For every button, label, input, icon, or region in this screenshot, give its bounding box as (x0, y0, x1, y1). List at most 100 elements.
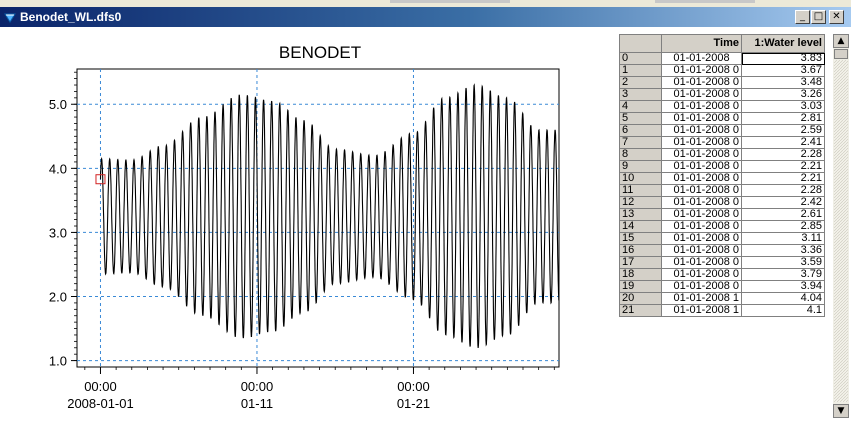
time-cell[interactable]: 01-01-2008 0 (661, 184, 742, 197)
row-index[interactable]: 9 (619, 160, 662, 173)
time-cell[interactable]: 01-01-2008 0 (661, 88, 742, 101)
water-level-column-header[interactable]: 1:Water level (741, 34, 825, 53)
scroll-down-button[interactable]: ▼ (833, 404, 849, 418)
table-row[interactable]: 18 01-01-2008 0 3.79 (619, 268, 825, 281)
water-level-cell[interactable]: 2.61 (741, 208, 825, 221)
row-index[interactable]: 2 (619, 76, 662, 89)
water-level-cell[interactable]: 3.36 (741, 244, 825, 257)
time-cell[interactable]: 01-01-2008 (661, 52, 742, 65)
time-cell[interactable]: 01-01-2008 0 (661, 232, 742, 245)
title-bar[interactable]: Benodet_WL.dfs0 _ □ ✕ (0, 7, 851, 27)
time-cell[interactable]: 01-01-2008 1 (661, 292, 742, 305)
maximize-button[interactable]: □ (811, 10, 826, 24)
water-level-cell[interactable]: 3.03 (741, 100, 825, 113)
time-cell[interactable]: 01-01-2008 0 (661, 124, 742, 137)
minimize-button[interactable]: _ (795, 10, 810, 24)
water-level-cell[interactable]: 2.21 (741, 160, 825, 173)
water-level-cell[interactable]: 2.42 (741, 196, 825, 209)
time-cell[interactable]: 01-01-2008 0 (661, 112, 742, 125)
row-index[interactable]: 15 (619, 232, 662, 245)
row-index[interactable]: 12 (619, 196, 662, 209)
row-index[interactable]: 4 (619, 100, 662, 113)
time-cell[interactable]: 01-01-2008 0 (661, 196, 742, 209)
row-index[interactable]: 8 (619, 148, 662, 161)
water-level-cell[interactable]: 3.26 (741, 88, 825, 101)
time-cell[interactable]: 01-01-2008 1 (661, 304, 742, 317)
water-level-cell[interactable]: 4.04 (741, 292, 825, 305)
time-cell[interactable]: 01-01-2008 0 (661, 268, 742, 281)
row-index[interactable]: 13 (619, 208, 662, 221)
row-index[interactable]: 17 (619, 256, 662, 269)
vertical-scrollbar[interactable]: ▲ ▼ (833, 34, 849, 418)
close-button[interactable]: ✕ (829, 10, 844, 24)
row-index[interactable]: 0 (619, 52, 662, 65)
index-column-header[interactable] (619, 34, 662, 53)
row-index[interactable]: 3 (619, 88, 662, 101)
time-cell[interactable]: 01-01-2008 0 (661, 208, 742, 221)
time-column-header[interactable]: Time (661, 34, 742, 53)
water-level-cell[interactable]: 2.59 (741, 124, 825, 137)
water-level-cell[interactable]: 3.48 (741, 76, 825, 89)
water-level-cell[interactable]: 2.21 (741, 172, 825, 185)
row-index[interactable]: 21 (619, 304, 662, 317)
table-row[interactable]: 21 01-01-2008 1 4.1 (619, 304, 825, 317)
plot-panel[interactable]: BENODET 1.0 2.0 3.0 4.0 5.0 00:00 2008-01-01 0… (0, 34, 613, 418)
table-row[interactable]: 7 01-01-2008 0 2.41 (619, 136, 825, 149)
table-row[interactable]: 1 01-01-2008 0 3.67 (619, 64, 825, 77)
table-row[interactable]: 13 01-01-2008 0 2.61 (619, 208, 825, 221)
water-level-cell[interactable]: 4.1 (741, 304, 825, 317)
table-row[interactable]: 2 01-01-2008 0 3.48 (619, 76, 825, 89)
row-index[interactable]: 7 (619, 136, 662, 149)
scroll-up-button[interactable]: ▲ (833, 34, 849, 48)
row-index[interactable]: 10 (619, 172, 662, 185)
table-row[interactable]: 5 01-01-2008 0 2.81 (619, 112, 825, 125)
time-cell[interactable]: 01-01-2008 0 (661, 220, 742, 233)
water-level-chart[interactable]: BENODET 1.02.03.04.05.0 00:002008-01-010… (0, 34, 613, 418)
time-cell[interactable]: 01-01-2008 0 (661, 280, 742, 293)
water-level-cell[interactable]: 2.41 (741, 136, 825, 149)
row-index[interactable]: 5 (619, 112, 662, 125)
table-row[interactable]: 12 01-01-2008 0 2.42 (619, 196, 825, 209)
table-row[interactable]: 8 01-01-2008 0 2.28 (619, 148, 825, 161)
table-row[interactable]: 19 01-01-2008 0 3.94 (619, 280, 825, 293)
table-row[interactable]: 11 01-01-2008 0 2.28 (619, 184, 825, 197)
row-index[interactable]: 11 (619, 184, 662, 197)
data-table-panel[interactable]: Time 1:Water level 0 01-01-2008 3.83 1 01-01… (619, 34, 851, 418)
time-cell[interactable]: 01-01-2008 0 (661, 76, 742, 89)
row-index[interactable]: 6 (619, 124, 662, 137)
row-index[interactable]: 20 (619, 292, 662, 305)
row-index[interactable]: 14 (619, 220, 662, 233)
table-row[interactable]: 6 01-01-2008 0 2.59 (619, 124, 825, 137)
water-level-cell[interactable]: 2.85 (741, 220, 825, 233)
time-cell[interactable]: 01-01-2008 0 (661, 148, 742, 161)
row-index[interactable]: 16 (619, 244, 662, 257)
water-level-cell[interactable]: 2.81 (741, 112, 825, 125)
table-row[interactable]: 10 01-01-2008 0 2.21 (619, 172, 825, 185)
water-level-cell[interactable]: 3.67 (741, 64, 825, 77)
table-row[interactable]: 3 01-01-2008 0 3.26 (619, 88, 825, 101)
table-row[interactable]: 16 01-01-2008 0 3.36 (619, 244, 825, 257)
water-level-cell[interactable]: 3.83 (741, 52, 825, 65)
time-cell[interactable]: 01-01-2008 0 (661, 136, 742, 149)
scroll-track[interactable] (834, 60, 848, 402)
time-cell[interactable]: 01-01-2008 0 (661, 100, 742, 113)
table-row[interactable]: 0 01-01-2008 3.83 (619, 52, 825, 65)
table-row[interactable]: 14 01-01-2008 0 2.85 (619, 220, 825, 233)
row-index[interactable]: 18 (619, 268, 662, 281)
table-row[interactable]: 17 01-01-2008 0 3.59 (619, 256, 825, 269)
row-index[interactable]: 19 (619, 280, 662, 293)
time-cell[interactable]: 01-01-2008 0 (661, 256, 742, 269)
table-row[interactable]: 4 01-01-2008 0 3.03 (619, 100, 825, 113)
time-cell[interactable]: 01-01-2008 0 (661, 172, 742, 185)
water-level-cell[interactable]: 3.94 (741, 280, 825, 293)
time-cell[interactable]: 01-01-2008 0 (661, 64, 742, 77)
scroll-thumb[interactable] (834, 49, 848, 59)
water-level-cell[interactable]: 3.59 (741, 256, 825, 269)
water-level-cell[interactable]: 3.79 (741, 268, 825, 281)
water-level-cell[interactable]: 2.28 (741, 184, 825, 197)
table-row[interactable]: 9 01-01-2008 0 2.21 (619, 160, 825, 173)
table-row[interactable]: 20 01-01-2008 1 4.04 (619, 292, 825, 305)
water-level-cell[interactable]: 3.11 (741, 232, 825, 245)
row-index[interactable]: 1 (619, 64, 662, 77)
time-cell[interactable]: 01-01-2008 0 (661, 244, 742, 257)
